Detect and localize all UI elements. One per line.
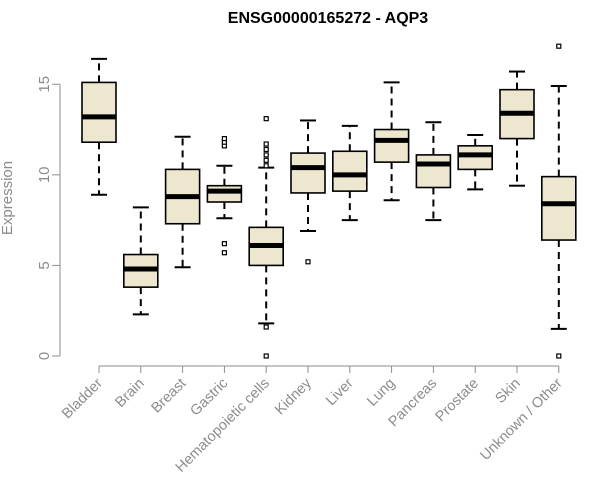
x-tick-label: Liver	[323, 375, 357, 409]
outlier-point	[263, 324, 269, 330]
iqr-box	[81, 81, 117, 144]
outlier-point	[263, 116, 269, 122]
outlier-point	[263, 353, 269, 359]
outlier-point	[263, 146, 269, 153]
outlier-point	[221, 241, 227, 247]
iqr-box	[373, 128, 410, 163]
outlier-point	[263, 163, 269, 169]
x-tick-label: Brain	[112, 376, 147, 411]
outlier-point	[263, 157, 269, 163]
axes: 0 5 10 15	[36, 76, 560, 373]
y-axis-label: Expression	[0, 161, 16, 235]
y-tick-label: 15	[36, 76, 53, 93]
x-tick-label: Breast	[148, 376, 189, 417]
x-tick-label: Prostate	[433, 376, 482, 425]
box-unknown-other	[540, 43, 577, 359]
box-prostate	[457, 133, 494, 191]
box-breast	[164, 135, 201, 269]
iqr-box	[206, 184, 243, 203]
x-tick-label: Kidney	[272, 375, 315, 418]
box-liver	[331, 124, 368, 222]
outlier-point	[305, 259, 311, 265]
box-pancreas	[415, 121, 452, 222]
iqr-box	[415, 154, 452, 189]
iqr-box	[457, 145, 494, 171]
box-bladder	[81, 57, 117, 196]
x-tick-label: Lung	[364, 376, 398, 410]
iqr-box	[290, 152, 326, 194]
outlier-point	[556, 43, 562, 49]
y-tick-label: 5	[36, 261, 53, 269]
outlier-point	[263, 141, 269, 147]
outlier-point	[263, 152, 269, 158]
iqr-box	[540, 175, 577, 241]
x-tick-label: Skin	[493, 376, 524, 407]
chart-title: ENSG00000165272 - AQP3	[228, 10, 429, 27]
y-tick-label: 10	[36, 166, 53, 183]
box-lung	[373, 81, 410, 202]
outlier-point	[221, 135, 227, 142]
boxes	[81, 43, 577, 359]
y-tick-label: 0	[36, 352, 53, 360]
outlier-point	[556, 353, 562, 359]
x-tick-label: Bladder	[59, 375, 106, 422]
box-brain	[123, 206, 159, 316]
outlier-point	[221, 250, 227, 256]
box-kidney	[290, 119, 326, 265]
box-gastric	[206, 135, 243, 256]
box-skin	[499, 70, 535, 187]
box-hematopoietic-cells	[248, 116, 284, 359]
iqr-box	[331, 150, 368, 192]
